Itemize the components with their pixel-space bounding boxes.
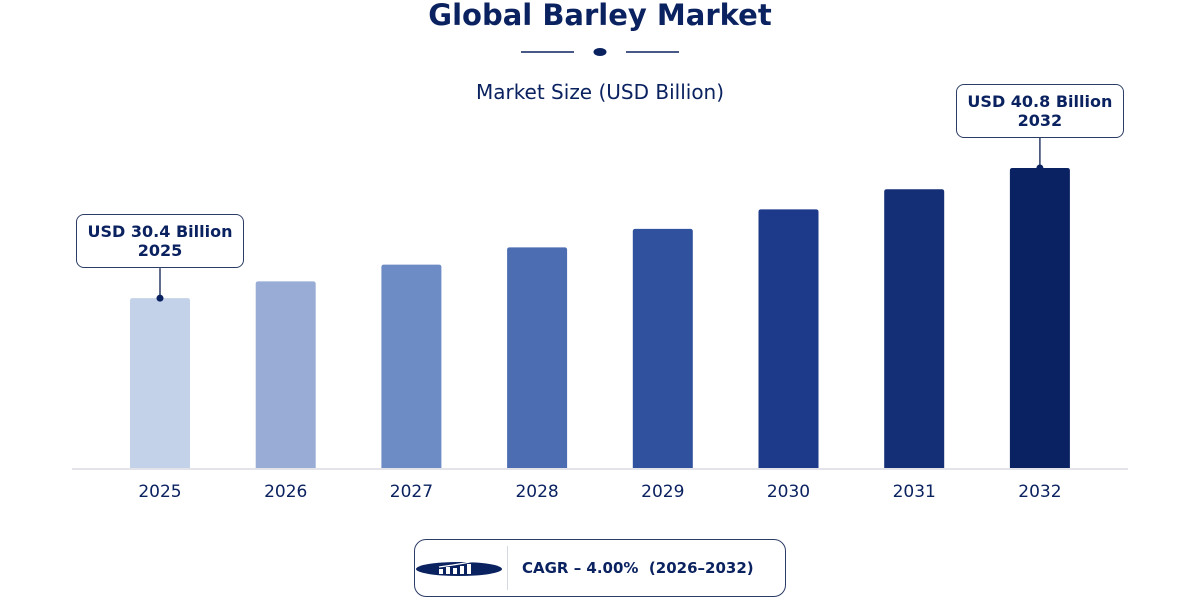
bar-2027: [381, 264, 442, 468]
bar-2028: [507, 247, 568, 468]
x-tick-2027: 2027: [390, 482, 433, 502]
callout-start-value: USD 30.4 Billion 2025: [76, 214, 244, 269]
callout-end-value: USD 40.8 Billion 2032: [955, 84, 1124, 139]
x-tick-2028: 2028: [515, 482, 558, 502]
growth-chart-icon: [416, 560, 502, 576]
x-tick-2029: 2029: [641, 482, 684, 502]
callout-dot-2032: [1036, 164, 1044, 172]
title-divider: [521, 48, 679, 56]
callout-end-year: 2032: [1017, 111, 1063, 131]
chart-subtitle: Market Size (USD Billion): [475, 80, 725, 104]
x-tick-2032: 2032: [1018, 482, 1061, 502]
cagr-divider: [507, 546, 508, 590]
bar-2029: [632, 228, 693, 468]
bar-2025: [130, 298, 190, 468]
x-tick-2026: 2026: [264, 482, 307, 502]
callout-end-value-text: USD 40.8 Billion: [967, 92, 1113, 112]
bar-2031: [884, 189, 945, 468]
x-tick-2025: 2025: [138, 482, 181, 502]
bar-2026: [255, 281, 316, 468]
cagr-label: CAGR – 4.00% (2026–2032): [522, 559, 754, 577]
callout-dot-2025: [156, 294, 164, 302]
bar-2032: [1009, 168, 1070, 468]
chart-title: Global Barley Market: [428, 0, 772, 32]
cagr-badge: CAGR – 4.00% (2026–2032): [414, 539, 786, 597]
callout-start-value-text: USD 30.4 Billion: [87, 222, 233, 242]
bar-2030: [758, 209, 819, 468]
callout-start-year: 2025: [137, 241, 183, 261]
x-tick-2030: 2030: [767, 482, 810, 502]
x-tick-2031: 2031: [893, 482, 936, 502]
